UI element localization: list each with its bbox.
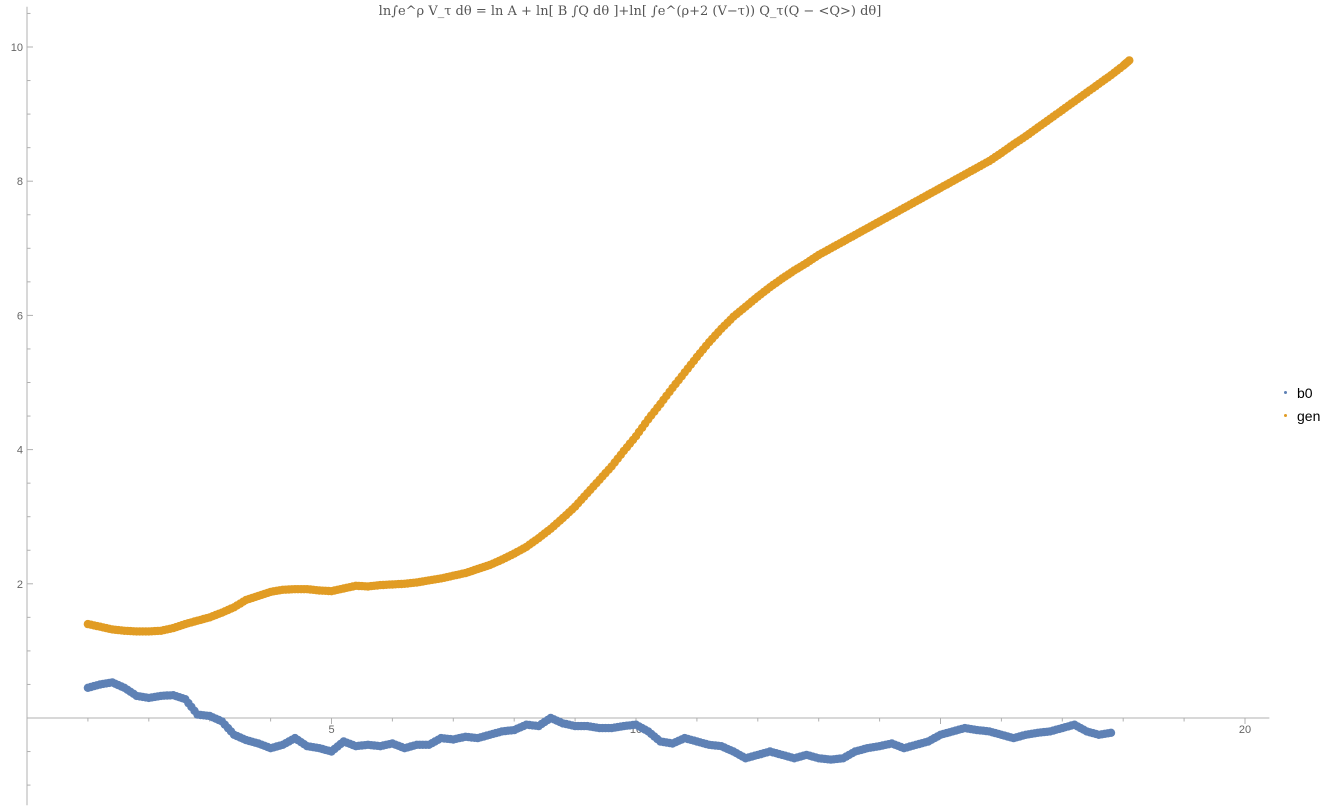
y-tick-label: 8 [17, 176, 23, 188]
x-tick-label: 20 [1239, 724, 1251, 736]
chart-title: ln∫e^ρ V_τ dθ = ln A + ln[ B ∫Q dθ ]+ln[… [378, 4, 882, 19]
y-tick-label: 2 [17, 579, 23, 591]
axes [26, 6, 1270, 806]
legend-item-b0: b0 [1284, 381, 1320, 404]
y-tick-label: 6 [17, 310, 23, 322]
y-tick-label: 4 [17, 445, 23, 457]
x-tick-label: 5 [328, 724, 334, 736]
legend-marker-gen [1284, 414, 1287, 417]
data-point [1125, 56, 1134, 65]
y-tick-label: 10 [11, 42, 23, 54]
data-point [1106, 728, 1116, 737]
axis-ticks [27, 12, 1246, 786]
legend-label-b0: b0 [1297, 384, 1313, 401]
legend-item-gen: gen [1284, 404, 1320, 427]
legend-marker-b0 [1284, 391, 1287, 394]
series-layer [83, 56, 1134, 764]
series-gen [83, 56, 1134, 636]
legend-label-gen: gen [1297, 407, 1321, 424]
legend: b0 gen [1284, 381, 1320, 427]
series-b0 [83, 678, 1116, 764]
